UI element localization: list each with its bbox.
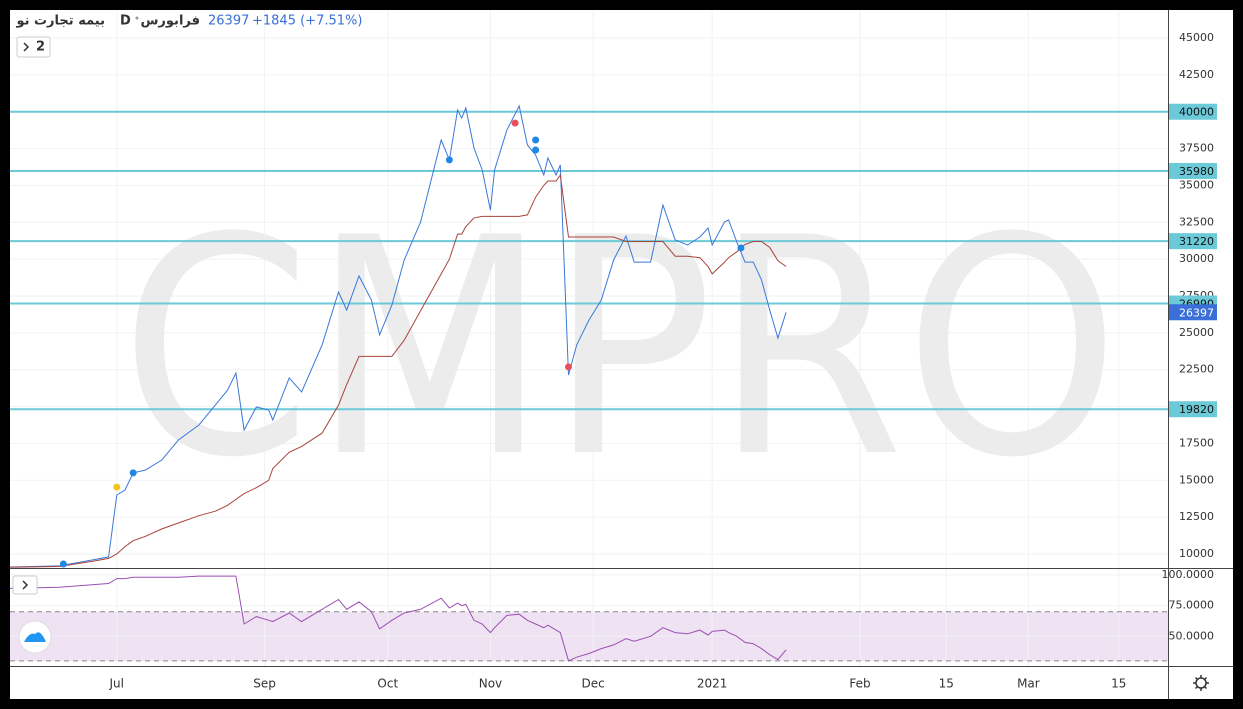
signal-marker bbox=[59, 560, 67, 568]
x-tick-label: Jul bbox=[109, 677, 124, 691]
level-label-box bbox=[1169, 401, 1217, 418]
pane-count: 2 bbox=[36, 40, 45, 55]
gear-teeth bbox=[1193, 675, 1209, 691]
background bbox=[10, 10, 1233, 699]
level-label: 40000 bbox=[1179, 106, 1214, 119]
signal-marker bbox=[445, 156, 453, 164]
logo-cloud bbox=[24, 632, 46, 642]
y-tick-label: 75.0000 bbox=[1169, 599, 1215, 612]
signal-marker bbox=[737, 244, 745, 252]
settings[interactable] bbox=[1193, 675, 1209, 691]
x-tick-label: Dec bbox=[581, 677, 604, 691]
legend-header: بیمه تجارت نو D فرابورس 26397 +1845 (+7.… bbox=[15, 14, 362, 29]
x-tick-label: Oct bbox=[377, 677, 398, 691]
y-tick-label: 45000 bbox=[1179, 31, 1214, 44]
series-line bbox=[9, 575, 787, 662]
y-tick-label: 30000 bbox=[1179, 252, 1214, 265]
signal-marker bbox=[532, 136, 540, 144]
level-label-box bbox=[1169, 103, 1217, 120]
x-tick-label: Mar bbox=[1017, 677, 1040, 691]
rsi-toggle-box[interactable] bbox=[12, 575, 38, 595]
y-tick-label: 35000 bbox=[1179, 178, 1214, 191]
signal-marker bbox=[113, 483, 121, 491]
chevron-icon bbox=[23, 42, 30, 52]
series-line bbox=[9, 173, 787, 568]
header-change: +1845 (+7.51%) bbox=[252, 14, 362, 29]
header-price: 26397 bbox=[208, 14, 249, 29]
plot-layer bbox=[9, 104, 1168, 662]
axis-layer: 1000012500150001750020000225002500027500… bbox=[109, 31, 1217, 691]
separator-dot bbox=[135, 16, 139, 20]
signal-marker bbox=[532, 146, 540, 154]
y-tick-label: 50.0000 bbox=[1169, 629, 1215, 642]
signal-marker bbox=[129, 469, 137, 477]
watermark: CMPRO bbox=[120, 174, 1120, 523]
level-label: 31220 bbox=[1179, 235, 1214, 248]
y-tick-label: 10000 bbox=[1179, 547, 1214, 560]
x-tick-label: Sep bbox=[253, 677, 276, 691]
level-label: 35980 bbox=[1179, 165, 1214, 178]
y-tick-label: 25000 bbox=[1179, 326, 1214, 339]
x-tick-label: Nov bbox=[479, 677, 502, 691]
signal-marker bbox=[511, 119, 519, 127]
x-tick-label: 15 bbox=[939, 677, 954, 691]
y-tick-label: 15000 bbox=[1179, 473, 1214, 486]
pane-toggle[interactable]: 2 bbox=[16, 36, 51, 58]
chevron-icon bbox=[22, 580, 29, 590]
exchange: فرابورس bbox=[140, 14, 200, 29]
y-tick-label: 22500 bbox=[1179, 363, 1214, 376]
level-label: 19820 bbox=[1179, 403, 1214, 416]
symbol-name: بیمه تجارت نو bbox=[15, 14, 105, 29]
y-tick-label: 12500 bbox=[1179, 510, 1214, 523]
signal-marker bbox=[564, 363, 572, 371]
x-tick-label: Feb bbox=[849, 677, 870, 691]
level-label-box bbox=[1169, 162, 1217, 179]
y-tick-label: 37500 bbox=[1179, 142, 1214, 155]
rsi-toggle[interactable] bbox=[12, 575, 38, 595]
pane-toggle-box[interactable] bbox=[16, 36, 51, 58]
last-price-label: 26397 bbox=[1179, 306, 1214, 319]
y-tick-label: 17500 bbox=[1179, 436, 1214, 449]
x-tick-label: 2021 bbox=[697, 677, 728, 691]
grid-layer bbox=[10, 10, 1168, 666]
y-tick-label: 100.0000 bbox=[1162, 568, 1215, 581]
interval: D bbox=[120, 14, 131, 29]
x-tick-label: 15 bbox=[1111, 677, 1126, 691]
series-line bbox=[9, 104, 787, 568]
y-tick-label: 32500 bbox=[1179, 215, 1214, 228]
last-price-box bbox=[1169, 304, 1217, 321]
y-tick-label: 42500 bbox=[1179, 68, 1214, 81]
level-label-box bbox=[1169, 233, 1217, 250]
logo[interactable] bbox=[18, 620, 52, 654]
